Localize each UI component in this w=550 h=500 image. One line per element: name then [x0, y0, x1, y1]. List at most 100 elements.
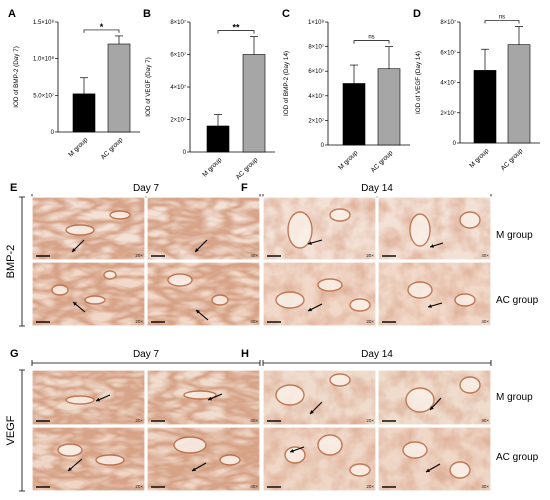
- lacuna-space: [284, 446, 306, 464]
- magnification-label: 20×: [135, 418, 143, 423]
- micrograph-border: [146, 426, 261, 492]
- y-tick-label: 6×10⁷: [170, 52, 186, 59]
- lacuna-space: [329, 373, 351, 387]
- significance-bracket: [217, 30, 255, 34]
- lacuna-space: [275, 384, 305, 406]
- micrograph: 20×: [31, 426, 146, 492]
- day-label: Day 14: [361, 349, 393, 360]
- chart-A: A 0 5.0×10⁷ 1.0×10⁸ 1.5×10⁸ IOD of BMP-2 (Day…: [8, 8, 140, 161]
- micrograph: 20×: [262, 196, 377, 261]
- day-label: Day 7: [133, 349, 160, 360]
- lacuna-space: [402, 441, 428, 459]
- arrow-head: [426, 468, 430, 472]
- day-label: Day 7: [133, 183, 160, 194]
- marker-label: VEGF: [5, 415, 17, 445]
- y-tick-label: 0: [321, 143, 325, 149]
- y-tick-label: 8×10⁷: [440, 19, 456, 26]
- micrograph-border: [262, 426, 377, 492]
- micrograph: 40×: [146, 196, 261, 261]
- marker-bracket: [19, 369, 25, 492]
- lacuna-space: [405, 387, 435, 413]
- y-tick-label: 6×10⁷: [440, 49, 456, 56]
- magnification-label: 20×: [135, 253, 143, 258]
- arrow-head: [96, 397, 100, 402]
- lacuna-space: [459, 211, 481, 229]
- day-label: Day 14: [361, 183, 393, 194]
- panel-letter: G: [10, 348, 19, 360]
- lacuna-space: [103, 270, 117, 280]
- marker-label: BMP-2: [5, 245, 17, 279]
- magnification-label: 20×: [366, 418, 374, 423]
- x-tick-label: M group: [67, 136, 89, 158]
- arrow-head: [208, 396, 212, 401]
- x-tick-label: AC group: [235, 156, 260, 181]
- micrograph-border: [377, 261, 492, 327]
- y-tick-label: 2×10⁷: [308, 117, 324, 124]
- lacuna-space: [407, 281, 433, 299]
- bar-ac-group: [107, 43, 131, 133]
- day-bracket: [31, 360, 261, 366]
- micrograph-border: [31, 196, 146, 261]
- micrograph-border: [377, 196, 492, 261]
- y-tick-label: 1×10⁸: [308, 19, 325, 26]
- tissue-texture: [147, 427, 260, 491]
- arrow-head: [308, 307, 312, 312]
- micrograph-border: [377, 426, 492, 492]
- y-tick-label: 4×10⁷: [440, 80, 456, 87]
- y-tick-label: 0: [51, 130, 55, 136]
- lacuna-space: [109, 210, 131, 220]
- magnification-label: 40×: [481, 418, 489, 423]
- micrograph-border: [146, 261, 261, 327]
- arrow-head: [68, 467, 72, 471]
- micrograph: 40×: [377, 426, 492, 492]
- lacuna-space: [349, 298, 371, 312]
- magnification-label: 40×: [481, 253, 489, 258]
- arrow-head: [290, 449, 294, 453]
- magnification-label: 20×: [135, 484, 143, 489]
- micrograph: 40×: [377, 196, 492, 261]
- arrow-head: [310, 410, 314, 414]
- lacuna-space: [275, 291, 305, 309]
- lacuna-space: [57, 443, 83, 457]
- y-axis-label: IOD of BMP-2 (Day 14): [283, 51, 290, 116]
- significance-marker: **: [232, 23, 240, 33]
- chart-B: B 0 2×10⁷ 4×10⁷ 6×10⁷ 8×10⁷ IOD of VEGF (Day 7…: [143, 8, 275, 181]
- lacuna-space: [329, 208, 351, 222]
- group-label: AC group: [496, 452, 539, 463]
- magnification-label: 40×: [250, 484, 258, 489]
- y-tick-label: 6×10⁷: [308, 68, 324, 75]
- chart-D: D 0 2×10⁷ 4×10⁷ 6×10⁷ 8×10⁷ IOD of VEGF (Day 1…: [413, 8, 540, 172]
- panel-letter: B: [143, 8, 151, 20]
- lacuna-space: [317, 278, 343, 292]
- y-tick-label: 4×10⁷: [308, 93, 324, 100]
- group-label: AC group: [496, 295, 539, 306]
- bar-m-group: [473, 70, 497, 144]
- tissue-texture: [147, 197, 260, 260]
- lacuna-space: [449, 461, 471, 479]
- y-tick-label: 1.0×10⁸: [33, 56, 55, 63]
- x-tick-label: AC group: [370, 149, 395, 174]
- panel-letter: F: [241, 182, 248, 194]
- x-tick-label: AC group: [100, 136, 125, 161]
- y-axis-label: IOD of BMP-2 (Day 7): [13, 46, 20, 108]
- x-tick-label: AC group: [500, 147, 525, 172]
- magnification-label: 20×: [366, 319, 374, 324]
- magnification-label: 40×: [250, 253, 258, 258]
- micrograph: 20×: [262, 426, 377, 492]
- lacuna-space: [173, 436, 207, 454]
- lacuna-space: [65, 224, 95, 236]
- micrograph-border: [31, 261, 146, 327]
- significance-marker: ns: [499, 15, 505, 21]
- x-tick-label: M group: [468, 147, 490, 169]
- significance-bracket: [83, 29, 120, 33]
- lacuna-space: [459, 376, 481, 394]
- lacuna-space: [454, 293, 476, 307]
- group-label: M group: [496, 392, 533, 403]
- lacuna-space: [84, 295, 106, 305]
- y-tick-label: 5.0×10⁷: [33, 92, 54, 99]
- arrow-head: [428, 304, 432, 308]
- arrow-head: [308, 241, 312, 245]
- micrograph-border: [146, 369, 261, 426]
- y-axis-label: IOD of VEGF (Day 14): [415, 51, 422, 114]
- group-label: M group: [496, 230, 533, 241]
